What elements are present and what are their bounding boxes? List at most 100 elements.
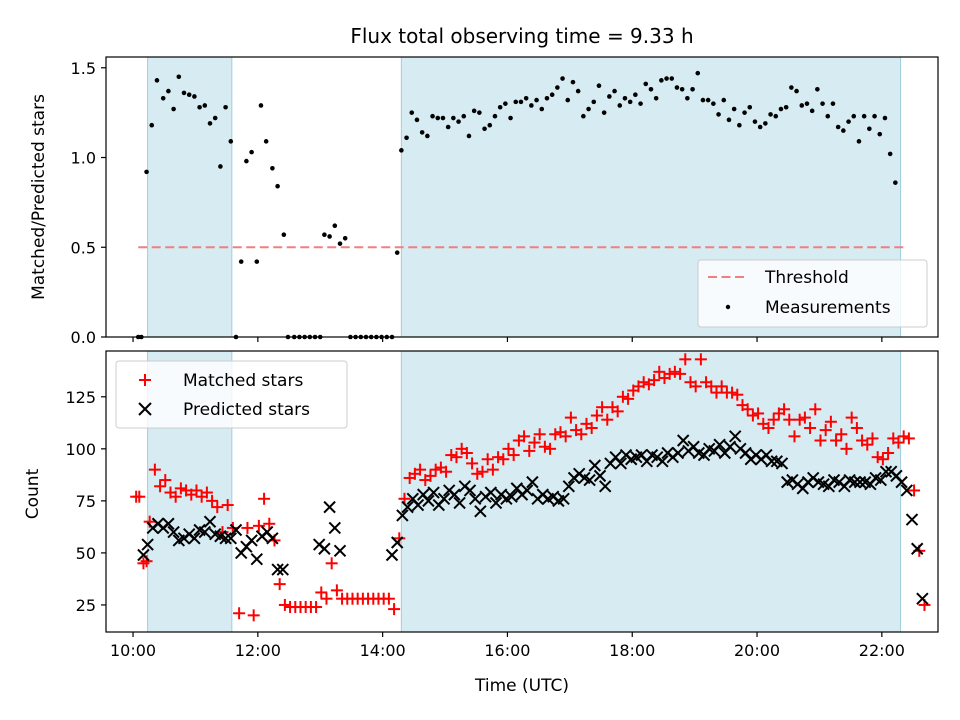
matched-star-marker xyxy=(502,442,515,455)
matched-star-marker xyxy=(601,413,614,426)
matched-star-marker xyxy=(211,501,224,514)
legend-predicted-swatch xyxy=(138,402,152,416)
predicted-star-marker xyxy=(422,494,435,508)
x-tick-label: 20:00 xyxy=(734,641,780,660)
matched-star-marker xyxy=(559,430,572,443)
measurement-point xyxy=(149,122,155,128)
matched-star-marker xyxy=(481,453,494,466)
measurement-point xyxy=(228,139,234,144)
matched-star-marker xyxy=(148,463,161,476)
predicted-star-marker xyxy=(167,525,180,539)
predicted-star-marker xyxy=(276,563,290,576)
measurement-point xyxy=(275,183,280,189)
matched-star-marker xyxy=(497,453,510,466)
matched-star-marker xyxy=(507,449,520,462)
predicted-star-marker xyxy=(562,480,576,493)
y-tick-label: 50 xyxy=(76,544,96,563)
matched-star-marker xyxy=(866,432,879,445)
matched-star-marker xyxy=(518,430,531,443)
measurement-point xyxy=(721,97,727,103)
predicted-star-marker xyxy=(614,457,628,470)
measurement-point xyxy=(263,139,269,144)
matched-star-marker xyxy=(486,463,499,476)
matched-star-marker xyxy=(637,376,650,389)
measurement-point xyxy=(825,113,831,119)
measurement-point xyxy=(181,90,187,96)
matched-star-marker xyxy=(585,422,598,435)
matched-star-marker xyxy=(819,424,832,437)
measurement-point xyxy=(768,112,773,117)
predicted-star-marker xyxy=(583,473,596,487)
measurement-point xyxy=(820,101,825,106)
predicted-star-marker xyxy=(266,532,279,545)
predicted-star-marker xyxy=(468,492,482,505)
predicted-star-marker xyxy=(895,475,908,489)
predicted-star-marker xyxy=(188,532,201,545)
matched-star-marker xyxy=(564,411,577,424)
matched-star-marker xyxy=(726,386,739,399)
x-axis-label: Time (UTC) xyxy=(474,676,569,696)
y-tick-label: 1.5 xyxy=(71,59,96,78)
measurement-point xyxy=(451,115,456,121)
matched-star-marker xyxy=(710,386,723,399)
measurement-point xyxy=(872,113,877,119)
y-tick-label: 100 xyxy=(65,440,96,459)
measurement-point xyxy=(425,133,430,139)
predicted-star-marker xyxy=(219,532,232,545)
measurement-point xyxy=(529,103,534,108)
predicted-star-marker xyxy=(437,492,451,505)
predicted-star-marker xyxy=(141,538,154,551)
predicted-star-marker xyxy=(333,544,347,558)
measurement-point xyxy=(160,95,166,101)
measurement-point xyxy=(399,148,404,153)
matched-star-marker xyxy=(814,434,827,447)
y-tick-label: 0.0 xyxy=(71,328,96,347)
matched-star-marker xyxy=(393,532,406,545)
matched-star-marker xyxy=(830,434,843,447)
matched-star-marker xyxy=(466,457,479,470)
x-tick-label: 14:00 xyxy=(360,641,406,660)
measurement-point xyxy=(322,232,327,237)
measurement-point xyxy=(337,241,343,246)
measurement-point xyxy=(893,180,898,185)
measurement-point xyxy=(176,74,182,80)
predicted-star-marker xyxy=(676,434,690,447)
matched-star-marker xyxy=(648,374,661,387)
measurement-point xyxy=(731,106,737,112)
measurement-point xyxy=(555,85,560,90)
predicted-star-marker xyxy=(229,523,243,537)
predicted-star-marker xyxy=(318,542,331,555)
measurement-point xyxy=(887,151,893,157)
matched-star-marker xyxy=(788,430,801,443)
bottom-y-ticks: 25 50 75 100 125 xyxy=(65,388,106,615)
predicted-star-marker xyxy=(411,498,425,512)
measurement-point xyxy=(254,259,260,264)
matched-star-marker xyxy=(590,409,603,422)
measurement-point xyxy=(534,97,539,103)
predicted-star-marker xyxy=(474,505,487,518)
predicted-star-marker xyxy=(453,496,466,510)
matched-star-marker xyxy=(538,440,551,453)
measurement-point xyxy=(841,128,846,133)
predicted-star-marker xyxy=(137,548,150,562)
measurement-point xyxy=(466,133,472,139)
measurement-point xyxy=(815,87,820,92)
predicted-star-marker xyxy=(526,475,539,489)
top-x-ticks xyxy=(132,337,883,342)
measurement-point xyxy=(669,76,675,81)
measurement-point xyxy=(659,78,664,83)
matched-star-marker xyxy=(445,449,458,462)
measurement-point xyxy=(523,95,529,101)
predicted-star-marker xyxy=(598,480,612,493)
measurement-point xyxy=(773,113,779,119)
observing-interval-band xyxy=(147,57,232,337)
matched-star-marker xyxy=(793,413,806,426)
predicted-star-marker xyxy=(271,563,284,576)
predicted-star-marker xyxy=(505,490,518,503)
matched-star-marker xyxy=(154,480,167,493)
measurement-point xyxy=(503,101,508,106)
matched-star-marker xyxy=(840,442,853,455)
measurement-point xyxy=(804,101,810,106)
measurement-point xyxy=(166,88,171,94)
